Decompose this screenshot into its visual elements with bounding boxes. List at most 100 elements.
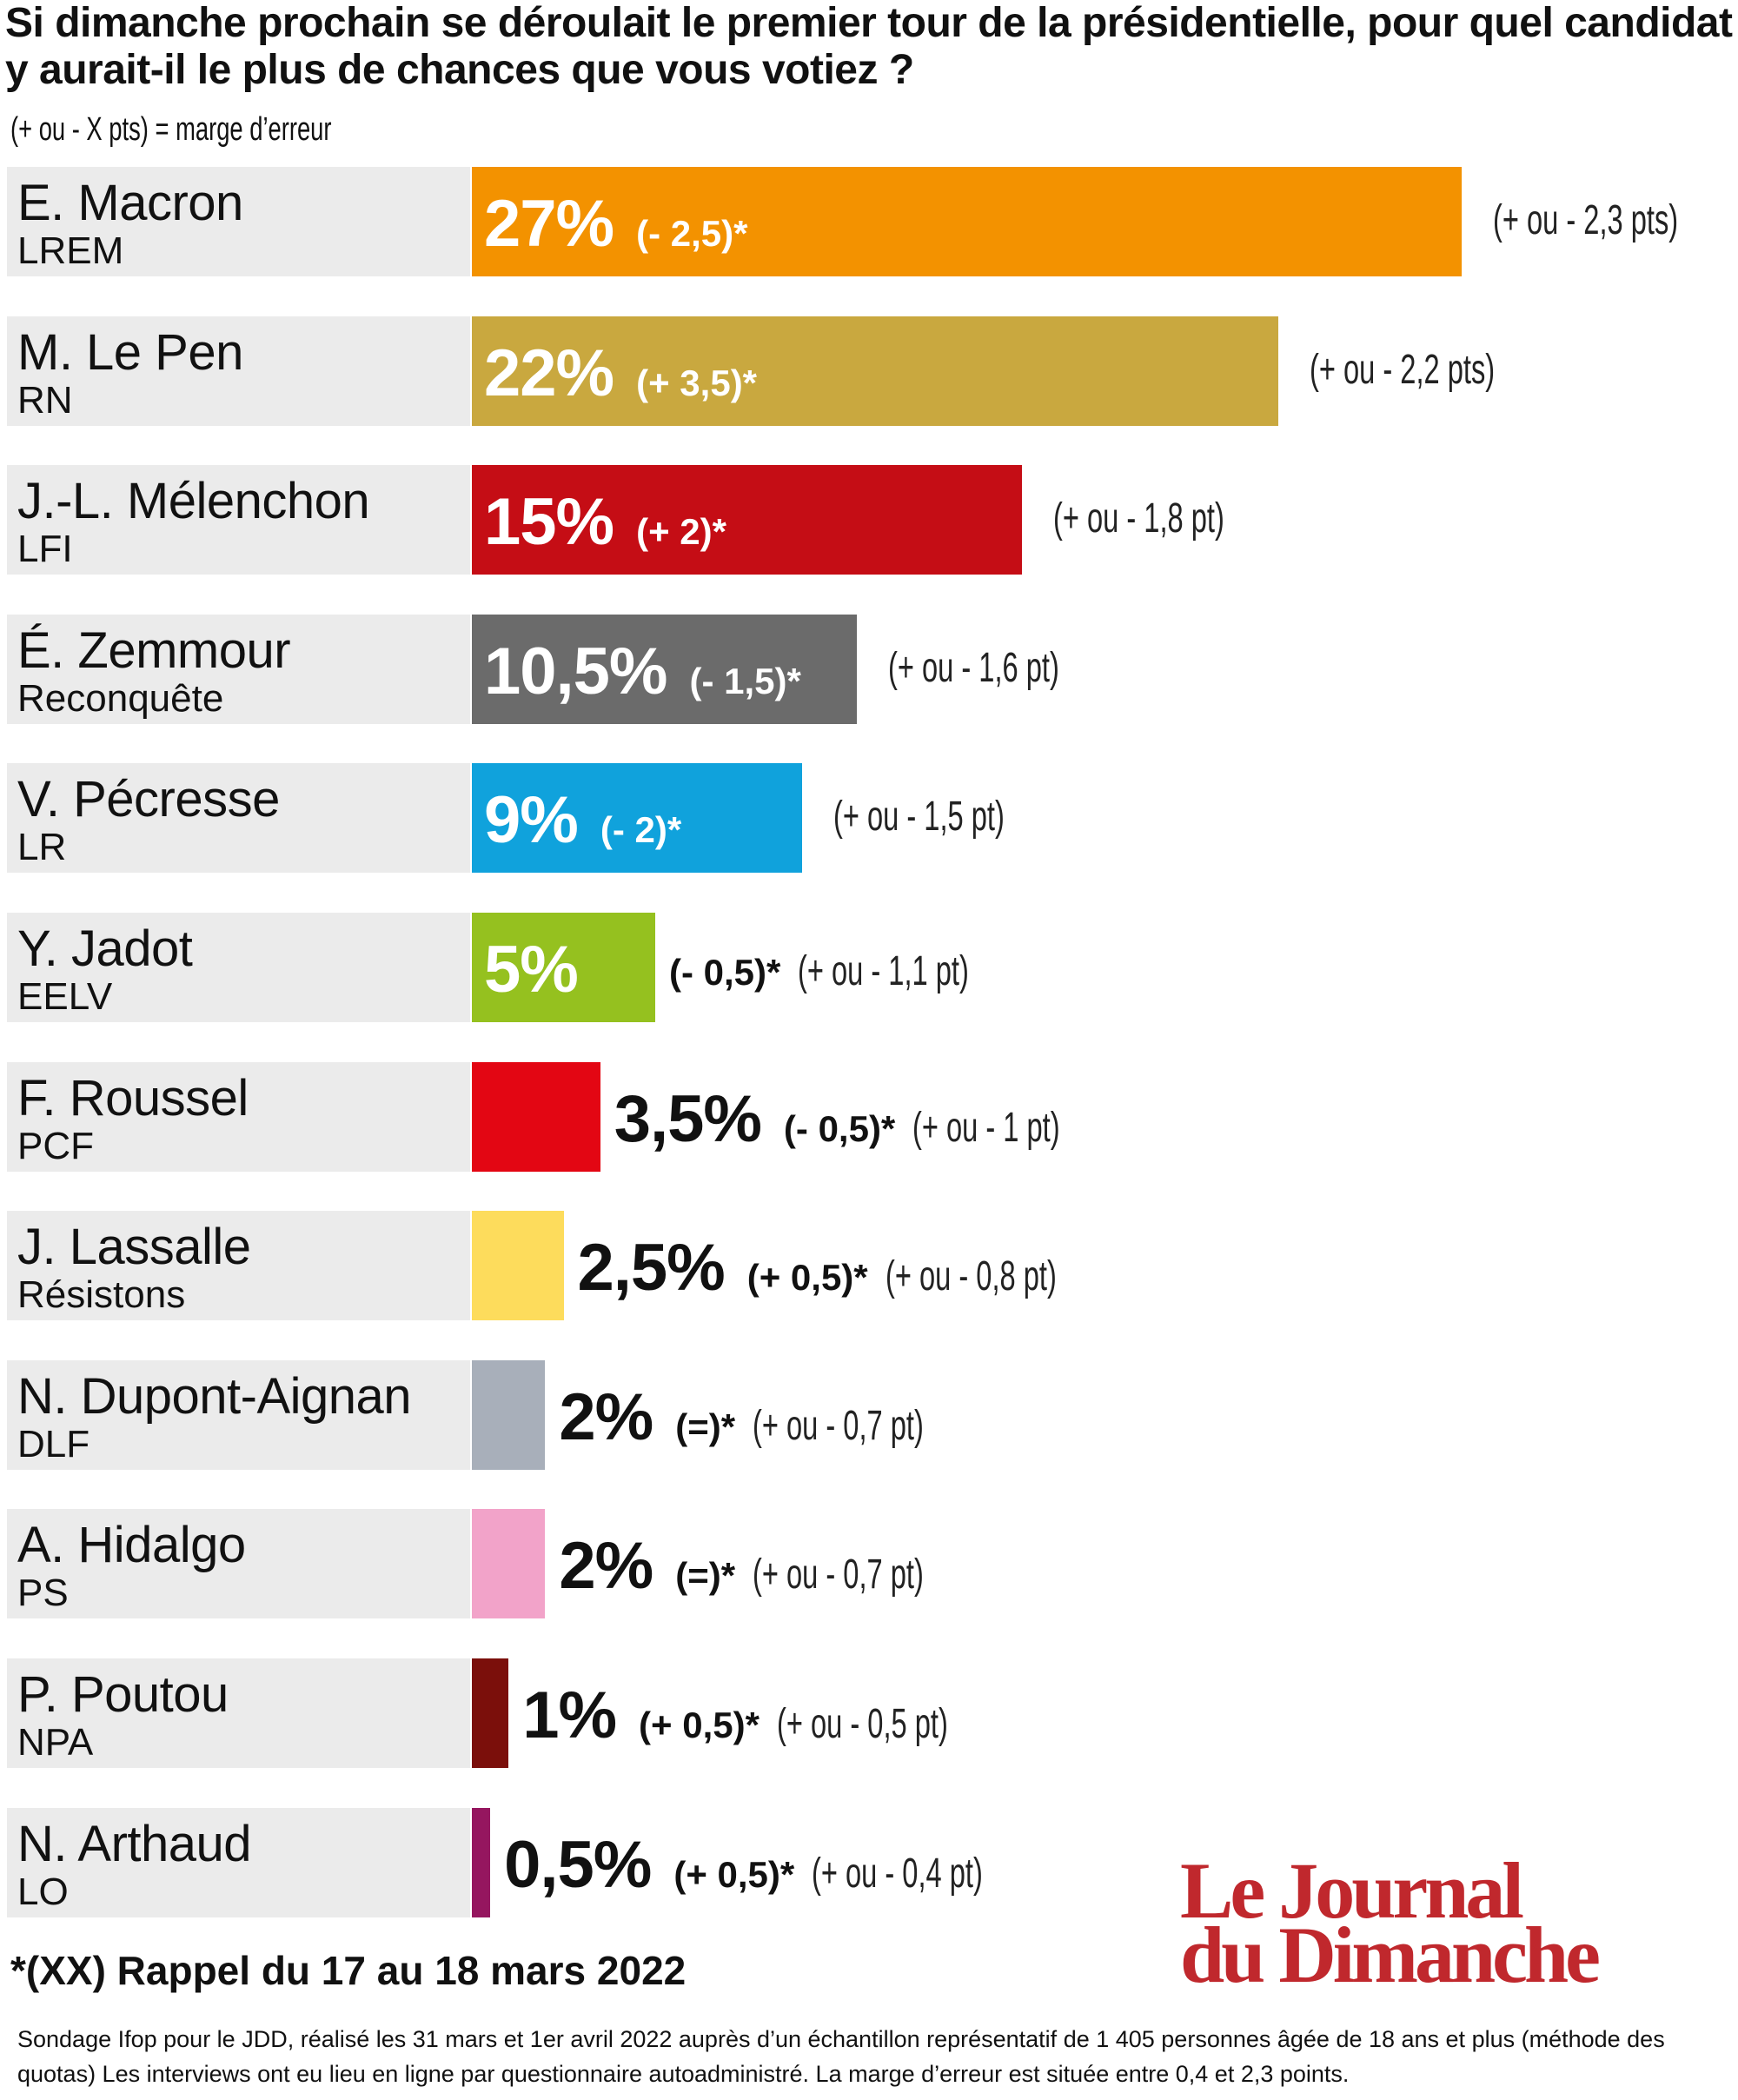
margin-label: (+ ou - 1,1 pt) xyxy=(798,948,970,994)
candidate-label: F. Roussel PCF xyxy=(7,1061,470,1172)
change-label: (- 2)* xyxy=(600,809,682,851)
bar-row: M. Le Pen RN 22% (+ 3,5)* (+ ou - 2,2 pts) xyxy=(0,316,1738,426)
bar-row: Y. Jadot EELV 5% (- 0,5)* (+ ou - 1,1 pt) xyxy=(0,913,1738,1022)
outside-labels: 1% (+ 0,5)* (+ ou - 0,5 pt) xyxy=(522,1678,1028,1753)
candidate-name: J.-L. Mélenchon xyxy=(17,473,370,530)
party-name: DLF xyxy=(17,1422,90,1465)
bar xyxy=(472,1061,600,1172)
outside-labels: (- 0,5)* (+ ou - 1,1 pt) xyxy=(669,947,1050,995)
candidate-name: Y. Jadot xyxy=(17,920,193,977)
change-label: (=)* xyxy=(675,1555,736,1597)
candidate-name: F. Roussel xyxy=(17,1069,249,1126)
bar-row: N. Dupont-Aignan DLF 2% (=)* (+ ou - 0,7 pt) xyxy=(0,1359,1738,1470)
change-label: (+ 2)* xyxy=(636,511,726,553)
candidate-label: É. Zemmour Reconquête xyxy=(7,614,470,724)
value-label: 1% xyxy=(522,1678,617,1752)
value-label: 5% xyxy=(484,933,579,1007)
bar xyxy=(472,1359,546,1470)
party-name: LFI xyxy=(17,528,73,571)
party-name: EELV xyxy=(17,975,113,1018)
source-note: Sondage Ifop pour le JDD, réalisé les 31… xyxy=(17,2026,1665,2087)
bar: 22% (+ 3,5)* xyxy=(472,316,1279,426)
outside-labels: (+ ou - 2,2 pts) xyxy=(1292,346,1582,394)
bar-row: N. Arthaud LO 0,5% (+ 0,5)* (+ ou - 0,4 pt) xyxy=(0,1807,1738,1917)
outside-labels: 0,5% (+ 0,5)* (+ ou - 0,4 pt) xyxy=(504,1827,1064,1903)
inside-labels: 27% (- 2,5)* xyxy=(484,186,747,262)
outside-labels: (+ ou - 1,8 pt) xyxy=(1036,495,1304,542)
candidate-label: Y. Jadot EELV xyxy=(7,913,470,1022)
party-name: PCF xyxy=(17,1124,94,1167)
value-label: 0,5% xyxy=(504,1827,652,1902)
candidate-name: J. Lassalle xyxy=(17,1219,251,1276)
change-label: (+ 3,5)* xyxy=(636,362,758,403)
value-label: 22% xyxy=(484,336,614,410)
candidate-label: M. Le Pen RN xyxy=(7,316,470,426)
change-label: (=)* xyxy=(675,1406,736,1447)
bar-row: P. Poutou NPA 1% (+ 0,5)* (+ ou - 0,5 pt) xyxy=(0,1658,1738,1768)
bar-row: F. Roussel PCF 3,5% (- 0,5)* (+ ou - 1 pt) xyxy=(0,1061,1738,1172)
candidate-label: N. Arthaud LO xyxy=(7,1807,470,1917)
party-name: RN xyxy=(17,378,73,422)
change-label: (+ 0,5)* xyxy=(746,1257,868,1299)
margin-label: (+ ou - 1,8 pt) xyxy=(1053,495,1224,542)
margin-label: (+ ou - 0,7 pt) xyxy=(753,1402,924,1449)
bar xyxy=(472,1509,546,1619)
party-name: Reconquête xyxy=(17,676,224,720)
candidate-label: P. Poutou NPA xyxy=(7,1658,470,1768)
margin-label: (+ ou - 0,4 pt) xyxy=(812,1850,984,1897)
candidate-name: P. Poutou xyxy=(17,1666,229,1723)
change-label: (- 0,5)* xyxy=(669,952,781,993)
value-label: 9% xyxy=(484,783,579,858)
candidate-label: V. Pécresse LR xyxy=(7,763,470,874)
jdd-logo: Le Journal du Dimanche xyxy=(1180,1851,1601,1995)
change-label: (- 0,5)* xyxy=(783,1107,896,1149)
margin-label: (+ ou - 0,7 pt) xyxy=(753,1552,924,1598)
outside-labels: 2,5% (+ 0,5)* (+ ou - 0,8 pt) xyxy=(578,1230,1138,1306)
candidate-name: É. Zemmour xyxy=(17,621,291,679)
outside-labels: (+ ou - 1,5 pt) xyxy=(816,793,1085,841)
change-label: (- 1,5)* xyxy=(689,660,801,701)
candidate-label: E. Macron LREM xyxy=(7,167,470,276)
candidate-name: E. Macron xyxy=(17,175,243,231)
value-label: 3,5% xyxy=(614,1081,762,1156)
outside-labels: 3,5% (- 0,5)* (+ ou - 1 pt) xyxy=(614,1081,1130,1157)
candidate-label: A. Hidalgo PS xyxy=(7,1509,470,1619)
party-name: PS xyxy=(17,1572,69,1615)
outside-labels: 2% (=)* (+ ou - 0,7 pt) xyxy=(559,1528,1004,1604)
bar: 27% (- 2,5)* xyxy=(472,167,1463,276)
bar xyxy=(472,1807,491,1917)
candidate-name: N. Dupont-Aignan xyxy=(17,1367,412,1425)
change-label: (- 2,5)* xyxy=(636,213,748,254)
value-label: 15% xyxy=(484,485,614,560)
bar: 10,5% (- 1,5)* xyxy=(472,614,858,724)
inside-labels: 9% (- 2)* xyxy=(484,782,681,858)
margin-label: (+ ou - 1,5 pt) xyxy=(833,794,1005,841)
bar-row: A. Hidalgo PS 2% (=)* (+ ou - 0,7 pt) xyxy=(0,1509,1738,1619)
candidate-label: J.-L. Mélenchon LFI xyxy=(7,465,470,575)
inside-labels: 5% xyxy=(484,932,579,1007)
bar xyxy=(472,1658,509,1768)
margin-label: (+ ou - 2,2 pts) xyxy=(1310,346,1496,393)
margin-label: (+ ou - 1,6 pt) xyxy=(888,644,1059,691)
outside-labels: (+ ou - 1,6 pt) xyxy=(871,644,1139,692)
bar-row: J.-L. Mélenchon LFI 15% (+ 2)* (+ ou - 1,8 p… xyxy=(0,465,1738,575)
margin-label: (+ ou - 0,8 pt) xyxy=(885,1253,1057,1300)
chart-title: Si dimanche prochain se déroulait le pre… xyxy=(5,0,1733,93)
candidate-name: M. Le Pen xyxy=(17,323,243,381)
candidate-name: A. Hidalgo xyxy=(17,1517,246,1574)
margin-label: (+ ou - 0,5 pt) xyxy=(776,1701,948,1747)
bar: 15% (+ 2)* xyxy=(472,465,1022,575)
bar xyxy=(472,1211,564,1321)
outside-labels: (+ ou - 2,3 pts) xyxy=(1476,196,1738,244)
candidate-name: V. Pécresse xyxy=(17,771,280,828)
party-name: NPA xyxy=(17,1721,94,1764)
bar-row: V. Pécresse LR 9% (- 2)* (+ ou - 1,5 pt) xyxy=(0,763,1738,874)
bar: 5% xyxy=(472,913,655,1022)
value-label: 2% xyxy=(559,1379,653,1454)
change-label: (+ 0,5)* xyxy=(673,1853,795,1895)
bar-row: J. Lassalle Résistons 2,5% (+ 0,5)* (+ ou - … xyxy=(0,1211,1738,1321)
value-label: 2% xyxy=(559,1529,653,1604)
candidate-label: J. Lassalle Résistons xyxy=(7,1211,470,1321)
margin-label: (+ ou - 1 pt) xyxy=(912,1104,1060,1151)
value-label: 27% xyxy=(484,187,614,261)
